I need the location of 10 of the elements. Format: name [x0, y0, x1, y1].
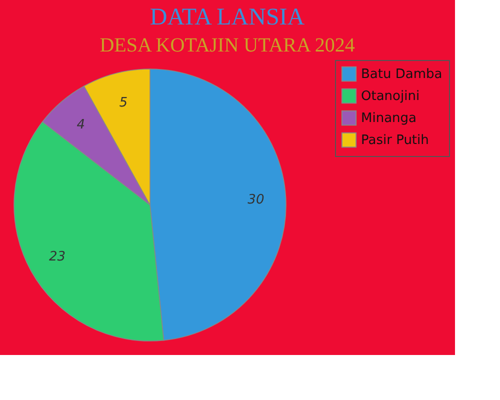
data-label: 23 [48, 249, 66, 264]
data-label: 4 [76, 118, 86, 133]
legend-label: Batu Damba [361, 67, 442, 82]
legend-label: Otanojini [361, 89, 420, 104]
legend-label: Minanga [361, 111, 416, 126]
data-label: 30 [248, 192, 264, 208]
chart-title: DATA LANSIA [150, 4, 306, 30]
chart-subtitle: DESA KOTAJIN UTARA 2024 [100, 34, 355, 56]
legend-label: Pasir Putih [361, 133, 429, 148]
data-label: 5 [119, 95, 128, 110]
